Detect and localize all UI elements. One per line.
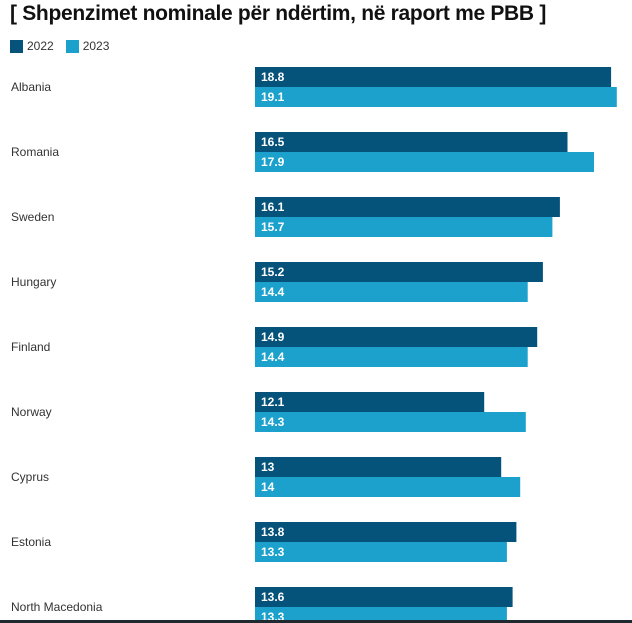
- legend-swatch-2023: [65, 39, 79, 53]
- bar-2023[interactable]: [255, 152, 594, 172]
- category-label: Romania: [11, 145, 59, 159]
- bar-2023[interactable]: [255, 282, 528, 302]
- value-label: 17.9: [261, 155, 285, 169]
- value-label: 15.7: [261, 220, 285, 234]
- bar-group: Romania 16.5 17.9: [11, 132, 594, 172]
- bar-group: North Macedonia 13.6 13.3: [11, 587, 513, 623]
- bar-2022[interactable]: [255, 392, 485, 412]
- value-label: 16.5: [261, 135, 285, 149]
- category-label: Albania: [11, 80, 51, 94]
- bar-group: Cyprus 13 14: [11, 457, 521, 497]
- bar-2023[interactable]: [255, 347, 528, 367]
- legend-label-2022: 2022: [27, 39, 54, 53]
- value-label: 14.3: [261, 415, 285, 429]
- category-label: Cyprus: [11, 470, 49, 484]
- value-label: 18.8: [261, 70, 285, 84]
- category-label: Finland: [11, 340, 50, 354]
- value-label: 12.1: [261, 395, 285, 409]
- bar-2023[interactable]: [255, 87, 617, 107]
- bar-group: Sweden 16.1 15.7: [11, 197, 560, 237]
- bar-2023[interactable]: [255, 217, 553, 237]
- chart-title: [ Shpenzimet nominale për ndërtim, në ra…: [10, 2, 547, 25]
- bar-2022[interactable]: [255, 67, 612, 87]
- legend: 2022 2023: [10, 39, 121, 53]
- value-label: 19.1: [261, 90, 285, 104]
- value-label: 14.4: [261, 350, 285, 364]
- value-label: 13.3: [261, 610, 285, 623]
- category-label: Estonia: [11, 535, 51, 549]
- category-label: Hungary: [11, 275, 56, 289]
- bar-group: Albania 18.8 19.1: [11, 67, 617, 107]
- bar-2022[interactable]: [255, 587, 513, 607]
- bar-group: Finland 14.9 14.4: [11, 327, 538, 367]
- value-label: 16.1: [261, 200, 285, 214]
- bar-2023[interactable]: [255, 542, 507, 562]
- value-label: 15.2: [261, 265, 285, 279]
- category-label: Norway: [11, 405, 52, 419]
- bar-2023[interactable]: [255, 607, 507, 623]
- value-label: 13.3: [261, 545, 285, 559]
- bar-2023[interactable]: [255, 412, 526, 432]
- bar-group: Estonia 13.8 13.3: [11, 522, 517, 562]
- category-label: North Macedonia: [11, 600, 103, 614]
- value-label: 14: [261, 480, 275, 494]
- bar-2022[interactable]: [255, 457, 502, 477]
- bar-group: Hungary 15.2 14.4: [11, 262, 543, 302]
- bar-group: Norway 12.1 14.3: [11, 392, 526, 432]
- bar-2022[interactable]: [255, 197, 560, 217]
- category-label: Sweden: [11, 210, 54, 224]
- bar-2022[interactable]: [255, 132, 568, 152]
- legend-swatch-2022: [10, 39, 23, 53]
- value-label: 13: [261, 460, 275, 474]
- legend-label-2023: 2023: [82, 39, 110, 53]
- legend-item-2022[interactable]: 2022: [10, 39, 54, 53]
- value-label: 13.6: [261, 590, 285, 604]
- bar-2023[interactable]: [255, 477, 521, 497]
- value-label: 14.9: [261, 330, 285, 344]
- legend-item-2023[interactable]: 2023: [65, 39, 110, 53]
- bar-2022[interactable]: [255, 522, 517, 542]
- bar-2022[interactable]: [255, 327, 538, 347]
- value-label: 13.8: [261, 525, 285, 539]
- bottom-border: [0, 620, 632, 623]
- value-label: 14.4: [261, 285, 285, 299]
- bar-2022[interactable]: [255, 262, 543, 282]
